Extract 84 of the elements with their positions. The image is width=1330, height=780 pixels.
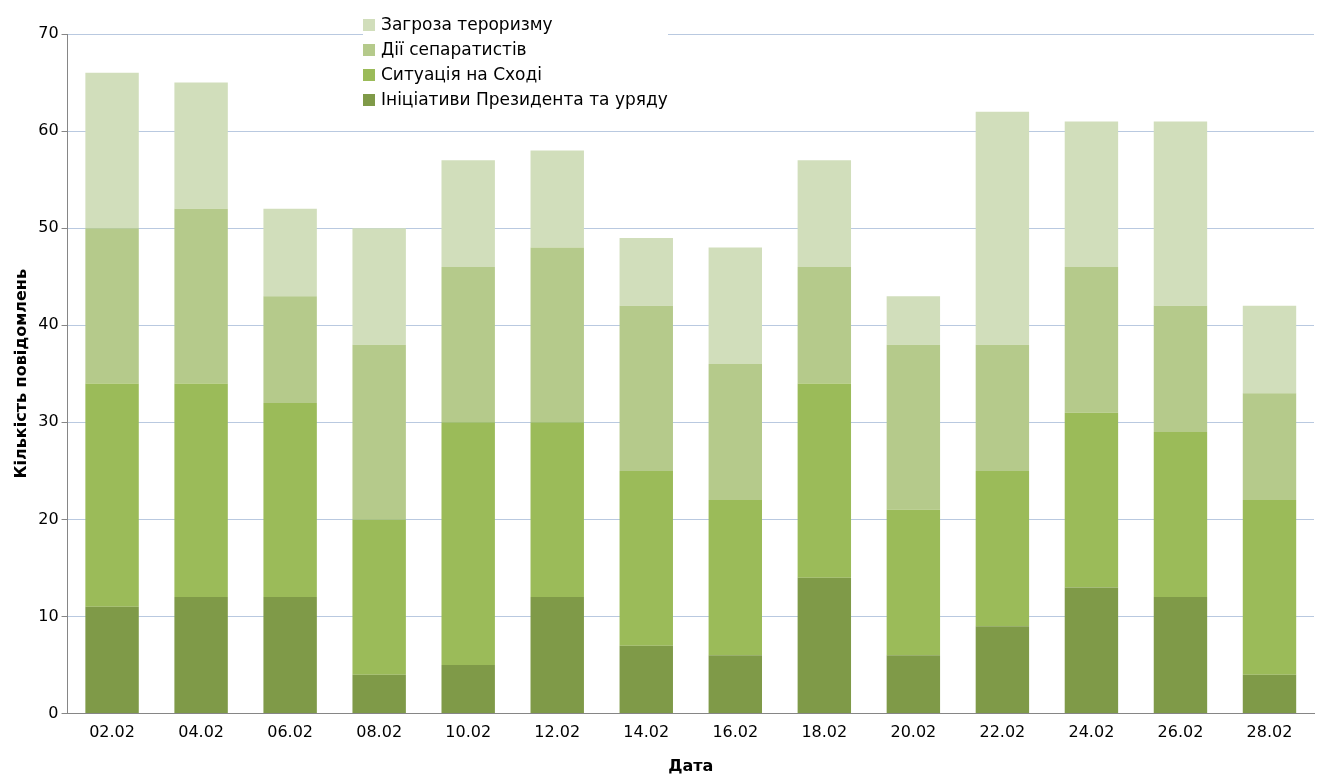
y-tick-label: 60 <box>38 120 59 140</box>
x-tick-label: 06.02 <box>267 722 314 742</box>
bar <box>352 344 406 520</box>
bar <box>174 82 228 209</box>
x-tick-label: 04.02 <box>178 722 225 742</box>
x-tick-label: 02.02 <box>89 722 135 742</box>
bar <box>1064 412 1119 588</box>
bar <box>797 577 852 714</box>
bar <box>1153 121 1208 306</box>
bar <box>886 296 941 345</box>
bar <box>174 383 228 598</box>
bar <box>619 237 673 306</box>
x-axis-title: Дата <box>668 755 714 775</box>
bar <box>352 519 406 675</box>
x-tick-label: 12.02 <box>534 722 581 742</box>
x-tick-label: 24.02 <box>1068 722 1115 742</box>
x-tick-label: 14.02 <box>623 722 670 742</box>
x-tick-label: 10.02 <box>445 722 492 742</box>
x-tick-label: 26.02 <box>1157 722 1204 742</box>
bar <box>1242 393 1297 501</box>
bar <box>85 72 139 229</box>
x-tick-label: 08.02 <box>356 722 403 742</box>
bar <box>263 597 317 714</box>
bar <box>530 247 584 423</box>
bar <box>174 597 228 714</box>
bar <box>263 296 317 403</box>
x-tick-label: 16.02 <box>712 722 759 742</box>
x-tick-label: 22.02 <box>979 722 1026 742</box>
bar <box>619 470 673 646</box>
bar <box>708 500 763 656</box>
bar <box>352 228 406 345</box>
bar <box>797 267 852 384</box>
x-tick-label: 28.02 <box>1246 722 1293 742</box>
bar <box>975 470 1030 627</box>
bar <box>441 160 495 268</box>
y-tick-label: 20 <box>38 508 59 528</box>
bar <box>797 160 852 268</box>
bar <box>797 383 852 578</box>
y-axis-title: Кількість повідомлень <box>10 269 30 479</box>
bar <box>174 208 228 384</box>
bar <box>975 626 1030 714</box>
bar <box>1064 587 1119 714</box>
bar <box>886 509 941 656</box>
bar <box>886 344 941 510</box>
legend-label: Загроза тероризму <box>381 13 553 36</box>
bar <box>263 402 317 598</box>
y-tick-label: 50 <box>38 217 59 237</box>
x-tick-label: 18.02 <box>801 722 848 742</box>
bar <box>1153 597 1208 714</box>
bar <box>619 305 673 471</box>
bar <box>1242 500 1297 675</box>
bar <box>85 228 139 384</box>
bar <box>619 645 673 714</box>
bar <box>441 267 495 423</box>
bar <box>263 208 317 297</box>
bar <box>85 606 139 714</box>
legend-label: Ситуація на Сході <box>381 63 542 86</box>
y-tick-label: 70 <box>38 23 59 43</box>
y-tick-label: 40 <box>38 314 59 334</box>
bar <box>352 674 406 714</box>
legend-label: Дії сепаратистів <box>381 38 527 61</box>
bar <box>1064 267 1119 413</box>
bar <box>530 150 584 248</box>
y-tick-label: 30 <box>38 411 59 431</box>
bar <box>85 383 139 607</box>
bar <box>708 655 763 714</box>
bar <box>975 111 1030 345</box>
y-tick-label: 0 <box>48 702 59 722</box>
bar <box>708 247 763 365</box>
bar <box>1242 674 1297 714</box>
bar <box>1242 305 1297 394</box>
bar <box>1153 305 1208 433</box>
bar <box>975 344 1030 471</box>
bar <box>441 665 495 714</box>
y-tick-label: 10 <box>38 605 59 625</box>
bar <box>1064 121 1119 268</box>
bar <box>886 655 941 714</box>
bar <box>530 597 584 714</box>
bar <box>708 364 763 501</box>
x-tick-label: 20.02 <box>890 722 937 742</box>
legend-label: Ініціативи Президента та уряду <box>381 88 668 111</box>
bar <box>530 422 584 598</box>
bar <box>1153 432 1208 598</box>
bar <box>441 422 495 666</box>
